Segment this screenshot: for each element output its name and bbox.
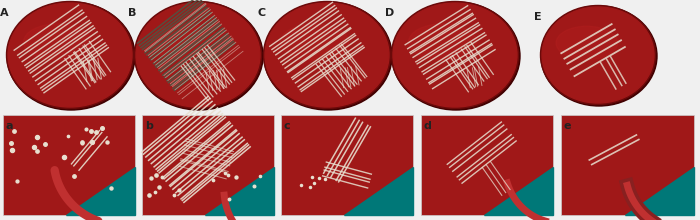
Ellipse shape xyxy=(7,2,135,110)
Text: A: A xyxy=(0,8,8,18)
Ellipse shape xyxy=(265,3,389,107)
Polygon shape xyxy=(66,167,135,215)
Text: E: E xyxy=(534,12,542,22)
Polygon shape xyxy=(625,167,694,215)
Text: a: a xyxy=(6,121,13,131)
Ellipse shape xyxy=(391,2,519,108)
Ellipse shape xyxy=(542,7,654,103)
Ellipse shape xyxy=(136,3,260,107)
Ellipse shape xyxy=(263,2,391,108)
Ellipse shape xyxy=(151,24,220,60)
Bar xyxy=(561,115,694,215)
Ellipse shape xyxy=(281,24,349,60)
Ellipse shape xyxy=(541,6,657,106)
Bar xyxy=(421,115,553,215)
Text: b: b xyxy=(145,121,153,131)
Text: D: D xyxy=(385,8,394,18)
Ellipse shape xyxy=(6,2,134,108)
Bar xyxy=(281,115,413,215)
Ellipse shape xyxy=(134,2,262,108)
Bar xyxy=(142,115,274,215)
Polygon shape xyxy=(205,167,274,215)
Text: B: B xyxy=(128,8,136,18)
Ellipse shape xyxy=(409,24,477,60)
Bar xyxy=(3,115,135,215)
Polygon shape xyxy=(344,167,413,215)
Ellipse shape xyxy=(540,6,655,104)
Ellipse shape xyxy=(392,2,520,110)
Text: d: d xyxy=(424,121,432,131)
Ellipse shape xyxy=(135,2,263,110)
Text: c: c xyxy=(284,121,290,131)
Ellipse shape xyxy=(24,24,92,60)
Ellipse shape xyxy=(393,3,517,107)
Ellipse shape xyxy=(556,26,617,60)
Text: C: C xyxy=(257,8,265,18)
Text: e: e xyxy=(564,121,571,131)
Ellipse shape xyxy=(264,2,392,110)
Ellipse shape xyxy=(8,3,132,107)
Polygon shape xyxy=(484,167,553,215)
